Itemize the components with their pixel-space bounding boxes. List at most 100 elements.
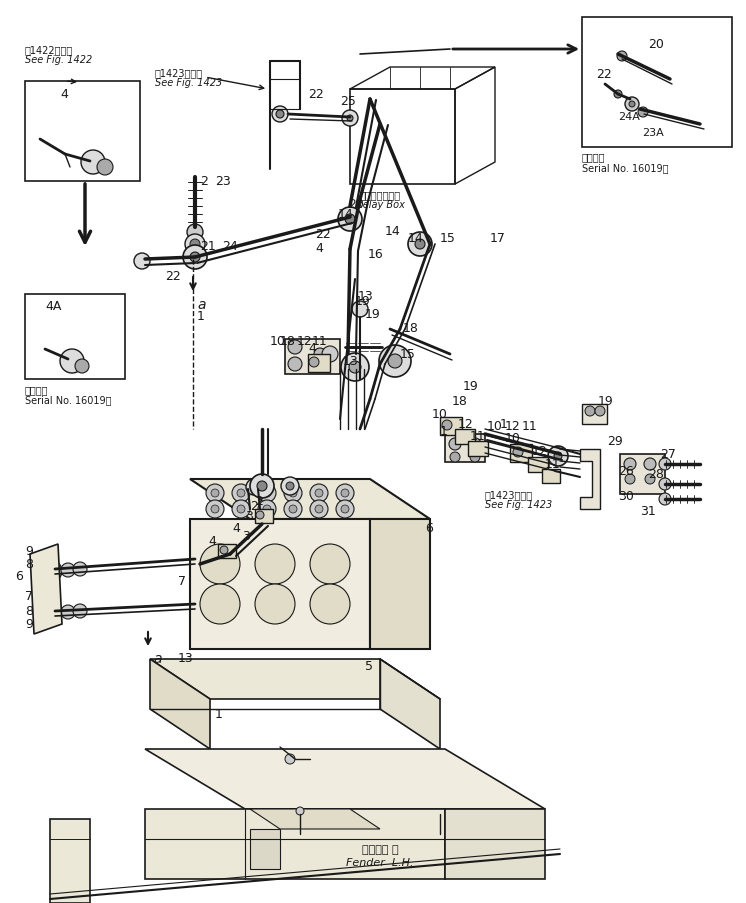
Text: 12: 12 [458, 417, 474, 431]
Text: 26: 26 [618, 464, 634, 478]
Circle shape [645, 474, 655, 485]
Circle shape [73, 604, 87, 619]
Bar [25, 294, 125, 379]
Text: 11: 11 [312, 335, 327, 348]
Text: 23: 23 [215, 175, 231, 188]
Text: 29: 29 [607, 434, 623, 448]
Circle shape [281, 478, 299, 496]
Circle shape [288, 340, 302, 355]
Polygon shape [145, 749, 545, 809]
Circle shape [256, 511, 264, 519]
Text: 11: 11 [545, 458, 561, 470]
Circle shape [211, 506, 219, 514]
Text: 21: 21 [200, 239, 216, 253]
Circle shape [314, 349, 326, 360]
Circle shape [232, 500, 250, 518]
Circle shape [625, 474, 635, 485]
Circle shape [554, 452, 562, 461]
Circle shape [638, 107, 648, 118]
Circle shape [97, 160, 113, 176]
Circle shape [190, 239, 200, 250]
Text: 4A: 4A [45, 300, 61, 312]
Circle shape [624, 459, 636, 470]
Circle shape [289, 489, 297, 498]
Text: 4: 4 [60, 88, 68, 101]
Text: 9: 9 [25, 618, 33, 630]
Text: 24A: 24A [618, 112, 640, 122]
Circle shape [250, 474, 274, 498]
Text: 10: 10 [432, 407, 448, 421]
Text: See Fig. 1423: See Fig. 1423 [485, 499, 552, 509]
Text: 11: 11 [522, 420, 538, 433]
Circle shape [61, 605, 75, 619]
Circle shape [237, 506, 245, 514]
Text: 19: 19 [598, 395, 614, 407]
Text: 5: 5 [365, 659, 373, 672]
Polygon shape [250, 809, 380, 829]
Text: 12: 12 [297, 335, 313, 348]
Polygon shape [150, 659, 440, 699]
Circle shape [341, 354, 369, 382]
Bar [285, 340, 340, 375]
Text: リレーボックス: リレーボックス [360, 190, 401, 200]
Circle shape [61, 563, 75, 577]
Circle shape [289, 506, 297, 514]
Text: 20: 20 [348, 198, 364, 210]
Text: 7: 7 [178, 574, 186, 587]
Polygon shape [445, 809, 545, 879]
Circle shape [379, 346, 411, 377]
Circle shape [237, 489, 245, 498]
Text: 6: 6 [425, 521, 433, 535]
Text: See Fig. 1423: See Fig. 1423 [155, 78, 222, 88]
Text: 22: 22 [165, 270, 181, 283]
Circle shape [470, 452, 480, 462]
Circle shape [617, 52, 627, 62]
Circle shape [220, 546, 228, 554]
Bar [582, 405, 607, 424]
Circle shape [258, 485, 276, 502]
Bar [468, 442, 488, 457]
Circle shape [246, 479, 262, 496]
Bar [440, 417, 462, 435]
Circle shape [296, 807, 304, 815]
Circle shape [47, 566, 57, 576]
Circle shape [659, 459, 671, 470]
Circle shape [42, 562, 62, 582]
Circle shape [659, 479, 671, 490]
Text: 7: 7 [25, 590, 33, 602]
Text: 13: 13 [178, 651, 194, 665]
Bar [455, 430, 475, 444]
Text: 第1423図参照: 第1423図参照 [155, 68, 203, 78]
Circle shape [284, 500, 302, 518]
Text: 8: 8 [25, 604, 33, 618]
Text: 適用号機: 適用号機 [25, 385, 48, 395]
Circle shape [338, 208, 362, 232]
Text: 22: 22 [596, 68, 612, 81]
Circle shape [345, 215, 355, 225]
Text: 15: 15 [440, 232, 456, 245]
Circle shape [315, 506, 323, 514]
Circle shape [288, 358, 302, 372]
Text: 8: 8 [25, 557, 33, 571]
Circle shape [255, 545, 295, 584]
Polygon shape [190, 479, 430, 519]
Circle shape [625, 98, 639, 112]
Text: 31: 31 [640, 505, 656, 517]
Circle shape [200, 584, 240, 624]
Circle shape [595, 406, 605, 416]
Text: 18: 18 [403, 321, 419, 335]
Text: 1: 1 [440, 424, 448, 438]
Text: 2: 2 [250, 499, 258, 512]
Text: 16: 16 [368, 247, 383, 261]
Text: Fender  L.H.: Fender L.H. [346, 857, 414, 867]
Bar [542, 470, 560, 483]
Text: 24: 24 [222, 239, 238, 253]
Circle shape [548, 446, 568, 467]
Text: Serial No. 16019～: Serial No. 16019～ [25, 395, 111, 405]
Bar [218, 545, 236, 558]
Text: 11: 11 [470, 430, 486, 442]
Circle shape [284, 485, 302, 502]
Circle shape [585, 406, 595, 416]
Text: 28: 28 [648, 468, 664, 480]
Circle shape [644, 459, 656, 470]
